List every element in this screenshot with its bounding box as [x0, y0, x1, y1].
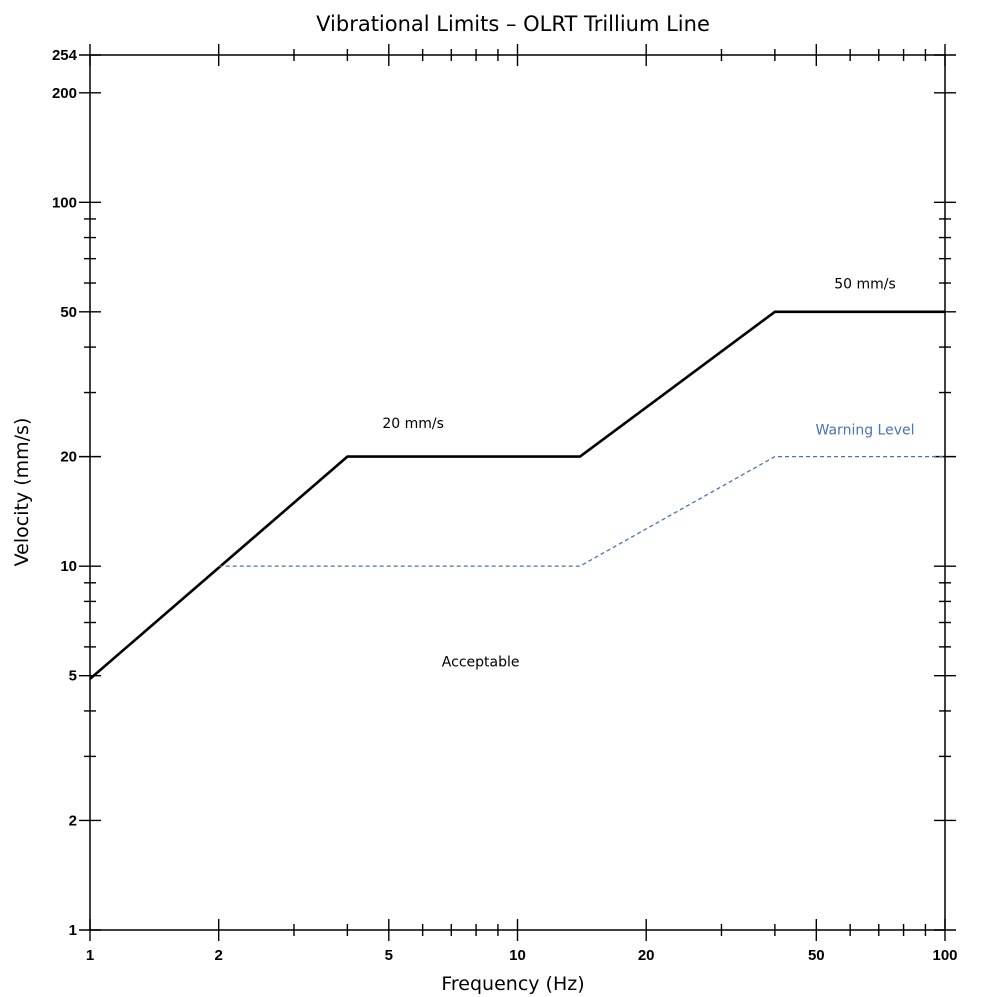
y-tick-label: 20 [60, 449, 77, 466]
axis-ticks [79, 44, 956, 941]
x-tick-label: 2 [215, 947, 223, 964]
y-tick-label: 2 [69, 812, 77, 829]
series-layer [89, 310, 945, 680]
axis-tick-labels: 1 2 5 10 20 50 100 1 2 5 10 20 50 100 200 254 [52, 47, 958, 964]
x-tick-label: 10 [509, 947, 526, 964]
y-tick-label: 50 [60, 304, 77, 321]
y-tick-label: 254 [52, 47, 78, 64]
annotations: 20 mm/s 50 mm/s Warning Level Acceptable [382, 276, 914, 670]
x-tick-label: 20 [638, 947, 655, 964]
plot-frame [89, 54, 946, 931]
chart-title: Vibrational Limits – OLRT Trillium Line [316, 12, 710, 36]
x-tick-label: 5 [385, 947, 393, 964]
x-tick-label: 1 [86, 947, 94, 964]
x-axis-title: Frequency (Hz) [441, 973, 584, 995]
annotation-a20: 20 mm/s [382, 416, 444, 432]
y-tick-label: 1 [69, 922, 77, 939]
x-tick-label: 100 [932, 947, 957, 964]
y-axis-title: Velocity (mm/s) [11, 418, 33, 567]
x-tick-label: 50 [808, 947, 825, 964]
y-tick-label: 200 [52, 85, 77, 102]
annotation-a50: 50 mm/s [834, 276, 896, 292]
y-tick-label: 10 [60, 558, 77, 575]
y-tick-label: 5 [69, 668, 77, 685]
y-tick-label: 100 [52, 194, 77, 211]
annotation-acc: Acceptable [442, 654, 520, 670]
annotation-warn: Warning Level [816, 423, 915, 439]
vibration-limit-line [89, 310, 945, 680]
